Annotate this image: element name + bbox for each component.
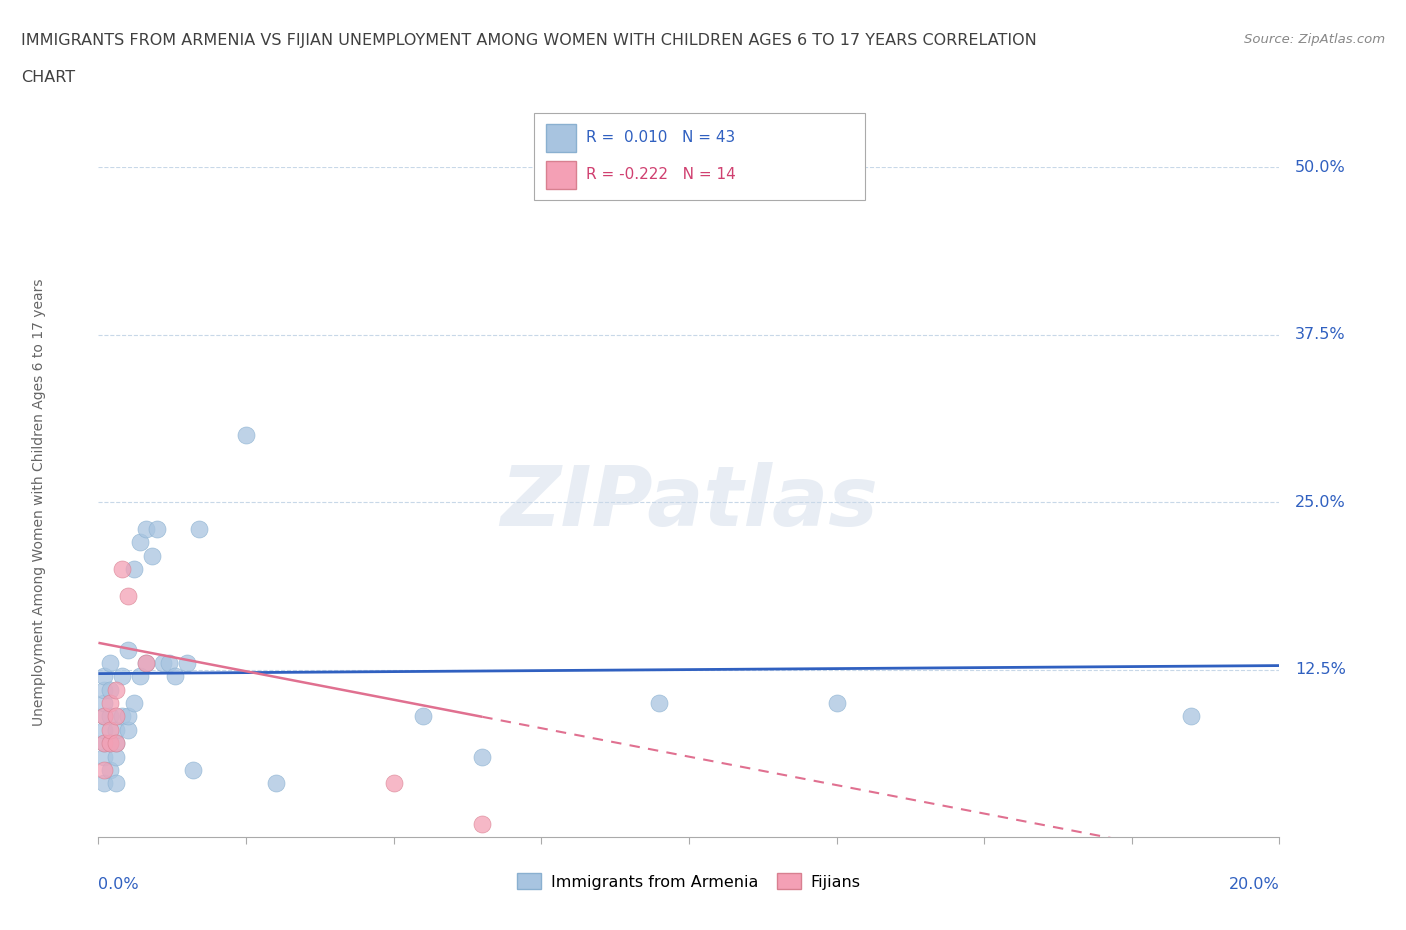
Point — [98, 696, 121, 711]
Point — [105, 736, 128, 751]
Text: 0.0%: 0.0% — [98, 877, 139, 892]
Point — [98, 683, 121, 698]
Point — [382, 776, 405, 790]
Point — [98, 736, 121, 751]
Point — [176, 656, 198, 671]
Point — [141, 549, 163, 564]
Point — [98, 709, 121, 724]
Point — [93, 750, 115, 764]
Point — [111, 562, 134, 577]
Point — [1180, 709, 1202, 724]
Point — [98, 723, 121, 737]
Text: 20.0%: 20.0% — [1229, 877, 1279, 892]
Text: ZIPatlas: ZIPatlas — [501, 461, 877, 543]
Text: 25.0%: 25.0% — [1295, 495, 1346, 510]
Point — [98, 656, 121, 671]
Point — [648, 696, 671, 711]
Point — [111, 669, 134, 684]
Point — [135, 656, 157, 671]
Point — [98, 736, 121, 751]
Point — [105, 776, 128, 790]
Text: 37.5%: 37.5% — [1295, 327, 1346, 342]
Point — [93, 736, 115, 751]
Point — [187, 522, 209, 537]
Point — [157, 656, 180, 671]
Point — [93, 723, 115, 737]
Point — [117, 709, 139, 724]
Text: Source: ZipAtlas.com: Source: ZipAtlas.com — [1244, 33, 1385, 46]
Point — [165, 669, 187, 684]
Point — [117, 723, 139, 737]
Point — [128, 535, 150, 550]
Point — [93, 669, 115, 684]
Point — [105, 736, 128, 751]
Point — [117, 642, 139, 657]
Text: R = -0.222   N = 14: R = -0.222 N = 14 — [586, 167, 737, 182]
Point — [105, 723, 128, 737]
Point — [93, 696, 115, 711]
Point — [146, 522, 169, 537]
Point — [93, 776, 115, 790]
Point — [128, 669, 150, 684]
Point — [152, 656, 174, 671]
Text: R =  0.010   N = 43: R = 0.010 N = 43 — [586, 130, 735, 145]
Point — [122, 562, 145, 577]
Point — [235, 428, 257, 443]
Point — [105, 709, 128, 724]
Text: 50.0%: 50.0% — [1295, 160, 1346, 175]
Point — [93, 763, 115, 777]
Point — [93, 736, 115, 751]
Text: 12.5%: 12.5% — [1295, 662, 1346, 677]
Point — [93, 683, 115, 698]
Point — [122, 696, 145, 711]
Point — [98, 763, 121, 777]
Point — [471, 750, 494, 764]
Point — [105, 683, 128, 698]
Point — [135, 656, 157, 671]
Point — [181, 763, 204, 777]
Text: Unemployment Among Women with Children Ages 6 to 17 years: Unemployment Among Women with Children A… — [32, 278, 46, 726]
Point — [105, 750, 128, 764]
Point — [471, 817, 494, 831]
Point — [264, 776, 287, 790]
Text: IMMIGRANTS FROM ARMENIA VS FIJIAN UNEMPLOYMENT AMONG WOMEN WITH CHILDREN AGES 6 : IMMIGRANTS FROM ARMENIA VS FIJIAN UNEMPL… — [21, 33, 1036, 47]
Point — [111, 709, 134, 724]
Legend: Immigrants from Armenia, Fijians: Immigrants from Armenia, Fijians — [510, 867, 868, 896]
Text: CHART: CHART — [21, 70, 75, 85]
Point — [93, 709, 115, 724]
Point — [117, 589, 139, 604]
Point — [93, 709, 115, 724]
Point — [412, 709, 434, 724]
Point — [135, 522, 157, 537]
Point — [825, 696, 848, 711]
